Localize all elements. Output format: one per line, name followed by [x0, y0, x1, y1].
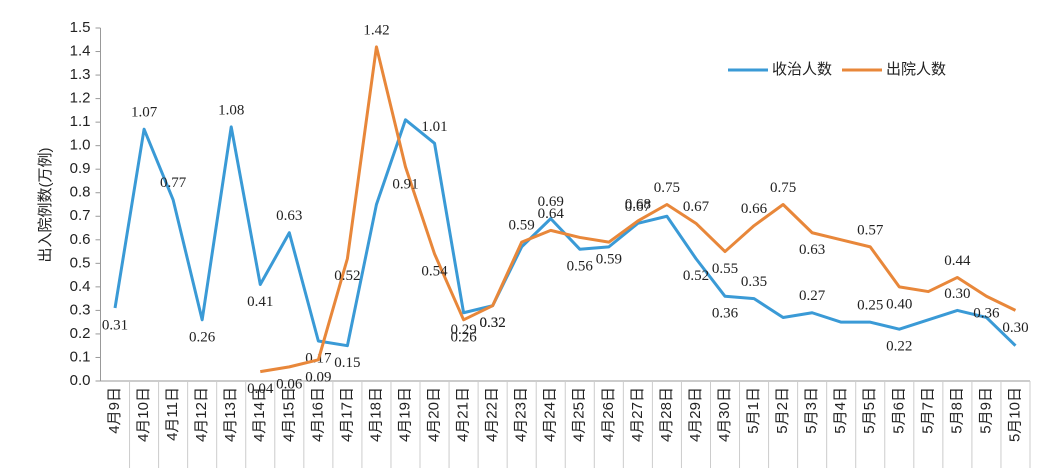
- y-tick-label: 1.3: [70, 66, 91, 83]
- x-tick-label: 5月2日: [774, 387, 791, 434]
- data-label: 0.63: [799, 242, 825, 258]
- y-tick-label: 0.6: [70, 231, 91, 248]
- data-label: 0.54: [421, 263, 448, 279]
- series-line: [260, 45, 1017, 374]
- data-label: 0.59: [509, 218, 535, 234]
- data-label: 0.30: [1002, 320, 1028, 336]
- data-label: 0.55: [712, 261, 738, 277]
- data-label: 0.36: [973, 306, 1000, 322]
- data-label: 0.52: [683, 268, 709, 284]
- x-tick-label: 4月15日: [280, 387, 297, 442]
- data-label: 1.08: [218, 102, 244, 118]
- data-label: 0.32: [480, 315, 506, 331]
- y-tick-label: 1.0: [70, 137, 91, 154]
- data-label: 0.52: [334, 268, 360, 284]
- data-label: 0.36: [712, 306, 739, 322]
- x-tick-label: 5月7日: [919, 387, 936, 434]
- x-tick-label: 5月10日: [1006, 387, 1023, 442]
- data-label: 0.30: [944, 286, 970, 302]
- x-tick-label: 4月30日: [716, 387, 733, 442]
- data-label: 1.07: [131, 105, 158, 121]
- data-label: 0.75: [654, 180, 680, 196]
- data-label: 0.67: [683, 199, 710, 215]
- x-tick-label: 5月1日: [745, 387, 762, 434]
- x-tick-label: 4月17日: [338, 387, 355, 442]
- x-tick-label: 4月29日: [687, 387, 704, 442]
- x-tick-label: 4月21日: [455, 387, 472, 442]
- x-tick-label: 4月19日: [396, 387, 413, 442]
- x-tick-label: 4月25日: [571, 387, 588, 442]
- x-tick-label: 4月22日: [484, 387, 501, 442]
- x-tick-label: 4月27日: [629, 387, 646, 442]
- x-tick-label: 4月13日: [222, 387, 239, 442]
- data-label: 0.31: [102, 317, 128, 333]
- data-label: 0.26: [450, 329, 477, 345]
- x-tick-label: 5月4日: [832, 387, 849, 434]
- data-label: 0.69: [538, 194, 564, 210]
- data-label: 0.29: [450, 322, 476, 338]
- data-label: 0.68: [625, 196, 651, 212]
- data-label: 0.59: [596, 252, 622, 268]
- x-tick-label: 4月18日: [367, 387, 384, 442]
- y-tick-label: 1.2: [70, 90, 91, 107]
- data-label: 0.32: [480, 315, 506, 331]
- y-tick-label: 0.5: [70, 254, 91, 271]
- y-tick-label: 0.4: [70, 278, 91, 295]
- data-label: 0.25: [857, 298, 883, 314]
- data-label: 0.77: [160, 175, 187, 191]
- data-label: 0.56: [567, 259, 594, 275]
- y-tick-label: 0.9: [70, 160, 91, 177]
- y-tick-label: 1.1: [70, 113, 91, 130]
- x-tick-label: 4月23日: [513, 387, 530, 442]
- y-tick-label: 1.5: [70, 19, 91, 36]
- y-tick-label: 0.7: [70, 207, 91, 224]
- data-label: 0.22: [886, 339, 912, 355]
- y-tick-label: 0.3: [70, 301, 91, 318]
- data-label: 0.27: [799, 288, 826, 304]
- x-tick-label: 5月5日: [861, 387, 878, 434]
- y-axis-label: 出入院例数(万例): [36, 148, 54, 263]
- data-label: 0.91: [392, 176, 418, 192]
- x-tick-label: 4月12日: [193, 387, 210, 442]
- x-tick-label: 5月3日: [803, 387, 820, 434]
- y-tick-label: 0.1: [70, 348, 91, 365]
- x-tick-label: 4月24日: [542, 387, 559, 442]
- y-tick-label: 0.0: [70, 372, 91, 389]
- x-tick-label: 4月11日: [164, 387, 181, 441]
- data-label: 0.26: [189, 329, 216, 345]
- x-tick-label: 4月9日: [106, 387, 123, 434]
- data-label: 0.04: [247, 381, 274, 397]
- x-tick-label: 4月26日: [600, 387, 617, 442]
- x-tick-label: 4月14日: [251, 387, 268, 442]
- data-label: 0.64: [538, 206, 565, 222]
- x-tick-label: 4月16日: [309, 387, 326, 442]
- legend-label: 收治人数: [772, 61, 832, 78]
- x-tick-label: 4月28日: [658, 387, 675, 442]
- data-label: 0.15: [334, 355, 360, 371]
- x-tick-label: 5月8日: [948, 387, 965, 434]
- x-tick-label: 4月10日: [135, 387, 152, 442]
- data-label: 0.40: [886, 296, 912, 312]
- data-label: 0.66: [741, 201, 768, 217]
- data-label: 0.44: [944, 253, 971, 269]
- data-label: 1.01: [421, 119, 447, 135]
- data-label: 0.35: [741, 274, 767, 290]
- data-label: 1.42: [363, 22, 389, 38]
- x-tick-label: 5月9日: [977, 387, 994, 434]
- data-label: 0.75: [770, 180, 796, 196]
- data-label: 0.41: [247, 294, 273, 310]
- data-label: 0.09: [305, 369, 331, 385]
- y-tick-label: 0.2: [70, 325, 91, 342]
- data-label: 0.06: [276, 376, 303, 392]
- legend-label: 出院人数: [886, 60, 946, 78]
- x-tick-label: 4月20日: [426, 387, 443, 442]
- y-tick-label: 1.4: [70, 43, 91, 60]
- data-label: 0.63: [276, 208, 302, 224]
- data-label: 0.67: [625, 199, 652, 215]
- data-label: 0.57: [857, 222, 884, 238]
- y-tick-label: 0.8: [70, 184, 91, 201]
- x-tick-label: 5月6日: [890, 387, 907, 434]
